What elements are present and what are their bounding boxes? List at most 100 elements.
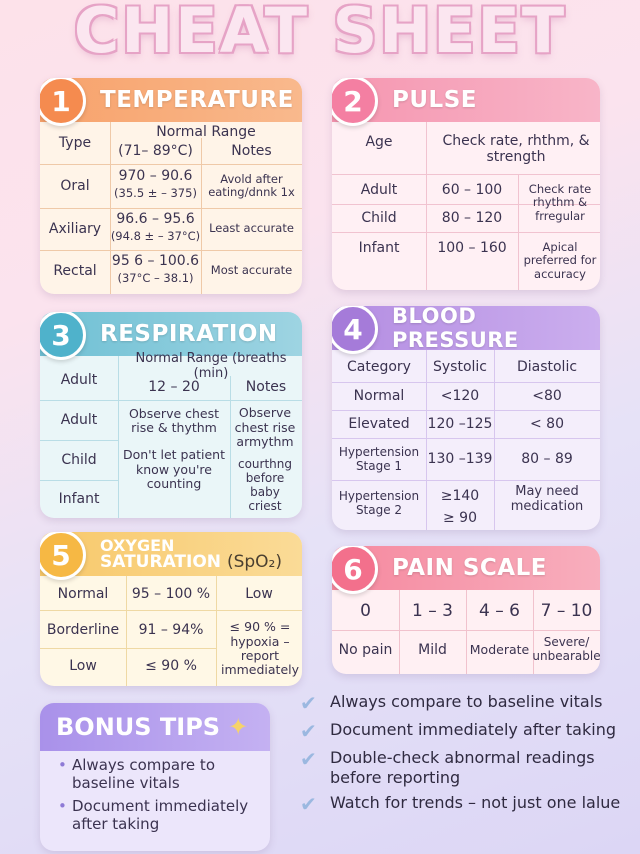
header-type: Type: [58, 134, 92, 151]
pain-label: Mild: [418, 641, 447, 658]
resp-age: Adult: [60, 411, 98, 428]
temp-range-sub: (94.8 ± – 37°C): [110, 229, 201, 244]
bp-systolic: 120 –125: [427, 415, 493, 432]
pulse-rate: 80 – 120: [441, 209, 503, 226]
checkmark-icon: ✔: [300, 792, 317, 817]
resp-range: Observe chest rise & thythm: [128, 405, 220, 435]
resp-age: Child: [61, 451, 97, 468]
oxy-range: ≤ 90 %: [145, 657, 197, 674]
tip-item: ✔ Double-check abnormal readings before …: [300, 748, 630, 787]
header-check: Check rate, rhthm, & strength: [442, 132, 590, 165]
resp-notes: courthng before baby criest: [237, 457, 292, 513]
temperature-title: TEMPERATURE: [100, 87, 294, 113]
section-number: 4: [332, 306, 378, 354]
pulse-rate: 60 – 100: [441, 181, 503, 198]
pulse-title: PULSE: [392, 87, 477, 113]
header-range-sub: (71– 89°C): [118, 142, 193, 159]
temp-type: Oral: [60, 177, 90, 194]
pulse-notes: Apical preferred for accuracy: [523, 240, 597, 281]
bp-category: Elevated: [348, 415, 410, 432]
oxygen-title-line2: SATURATION: [100, 551, 222, 572]
bonus-header: BONUS TIPS ✦: [40, 703, 270, 751]
header-range-value: 12 – 20: [148, 378, 200, 395]
header-systolic: Systolic: [433, 358, 487, 375]
header-range: Normal Range: [156, 123, 256, 140]
oxy-note: Low: [245, 585, 273, 602]
bp-systolic: ≥140: [440, 487, 480, 504]
header-notes: Notes: [231, 142, 272, 159]
bp-diastolic: < 80: [530, 415, 564, 432]
bonus-tips-card: BONUS TIPS ✦ Always compare to baseline …: [40, 703, 270, 851]
bp-diastolic: <80: [532, 387, 562, 404]
temperature-header: 1 TEMPERATURE: [40, 78, 302, 126]
bp-category: Hypertension Stage 1: [338, 445, 420, 473]
bp-systolic: <120: [440, 387, 480, 404]
section-number: 6: [332, 546, 378, 594]
temp-notes: Most accurate: [210, 263, 293, 278]
resp-age: Infant: [58, 490, 100, 507]
bp-systolic: 130 –139: [427, 450, 493, 467]
pain-scale-value: 0: [360, 601, 371, 622]
temp-type: Rectal: [53, 262, 97, 279]
header-notes: Notes: [245, 378, 287, 395]
bp-diastolic: May need medication: [510, 484, 584, 514]
temperature-card: 1 TEMPERATURE Type Normal Range (71– 89°…: [40, 78, 302, 294]
section-number: 2: [332, 78, 378, 126]
temp-notes: Least accurate: [209, 221, 294, 236]
bonus-list: Always compare to baseline vitals Docume…: [40, 751, 270, 834]
pulse-rate: 100 – 160: [437, 239, 507, 256]
section-number: 5: [40, 532, 86, 580]
bp-diastolic: 80 – 89: [521, 450, 573, 467]
pulse-age: Infant: [358, 239, 400, 256]
pulse-header: 2 PULSE: [332, 78, 600, 126]
bp-systolic-2: ≥ 90: [443, 509, 477, 526]
temp-range: 95 6 – 100.6: [111, 252, 200, 269]
list-item: Document immediately after taking: [58, 797, 260, 833]
checkmark-icon: ✔: [300, 747, 317, 771]
oxy-note: ≤ 90 % = hypoxia – report immediately: [220, 619, 300, 678]
oxy-label: Normal: [57, 585, 109, 602]
tip-text: Document immediately after taking: [330, 720, 616, 739]
tip-item: ✔ Watch for trends – not just one lalue: [300, 793, 630, 815]
pain-label: No pain: [338, 641, 393, 658]
oxy-label: Borderline: [46, 621, 120, 638]
blood-pressure-title: BLOOD PRESSURE: [392, 306, 519, 352]
sparkle-icon: ✦: [228, 713, 249, 741]
blood-pressure-header: 4 BLOOD PRESSURE: [332, 306, 600, 354]
pulse-card: 2 PULSE Age Check rate, rhthm, & strengt…: [332, 78, 600, 290]
oxygen-title-block: OXYGEN SATURATION (SpO₂): [100, 535, 282, 572]
bonus-title: BONUS TIPS: [56, 713, 221, 741]
bp-category: Hypertension Stage 2: [338, 489, 420, 517]
header-range: Normal Range (breaths (min): [135, 351, 287, 381]
tip-item: ✔ Document immediately after taking: [300, 720, 630, 742]
oxy-range: 91 – 94%: [138, 621, 204, 638]
checkmark-icon: ✔: [300, 719, 317, 743]
header-adult: Adult: [60, 371, 98, 388]
tip-item: ✔ Always compare to baseline vitals: [300, 692, 630, 714]
oxy-range: 95 – 100 %: [131, 585, 211, 602]
header-category: Category: [347, 358, 411, 375]
respiration-card: 3 RESPIRATION Adult Normal Range (breath…: [40, 312, 302, 518]
oxygen-title-line1: OXYGEN: [100, 535, 175, 555]
page-title: CHEAT SHEET: [73, 0, 567, 67]
pulse-age: Adult: [360, 181, 398, 198]
pain-scale-card: 6 PAIN SCALE 0 1 – 3 4 – 6 7 – 10 No pai…: [332, 546, 600, 674]
temp-notes: Avold after eating/dnnk 1x: [208, 171, 295, 199]
bp-category: Normal: [353, 387, 405, 404]
temp-range-sub: (37°C – 38.1): [117, 271, 194, 286]
pain-scale-value: 4 – 6: [479, 601, 520, 622]
header-age: Age: [365, 133, 393, 150]
tip-text: Watch for trends – not just one lalue: [330, 793, 621, 813]
list-item: Always compare to baseline vitals: [58, 756, 260, 792]
tip-text: Always compare to baseline vitals: [330, 692, 603, 711]
pulse-age: Child: [361, 209, 397, 226]
blood-pressure-card: 4 BLOOD PRESSURE Category Systolic Diast…: [332, 306, 600, 530]
temp-range: 96.6 – 95.6: [116, 210, 195, 227]
section-number: 1: [40, 78, 86, 126]
respiration-header: 3 RESPIRATION: [40, 312, 302, 360]
pulse-notes: Check rate rhythm & frregular: [528, 182, 592, 223]
temp-range: 970 – 90.6: [118, 167, 193, 184]
pain-title: PAIN SCALE: [392, 555, 547, 581]
temp-range-sub: (35.5 ± – 375): [114, 186, 197, 201]
pain-label: Moderate: [469, 641, 530, 657]
